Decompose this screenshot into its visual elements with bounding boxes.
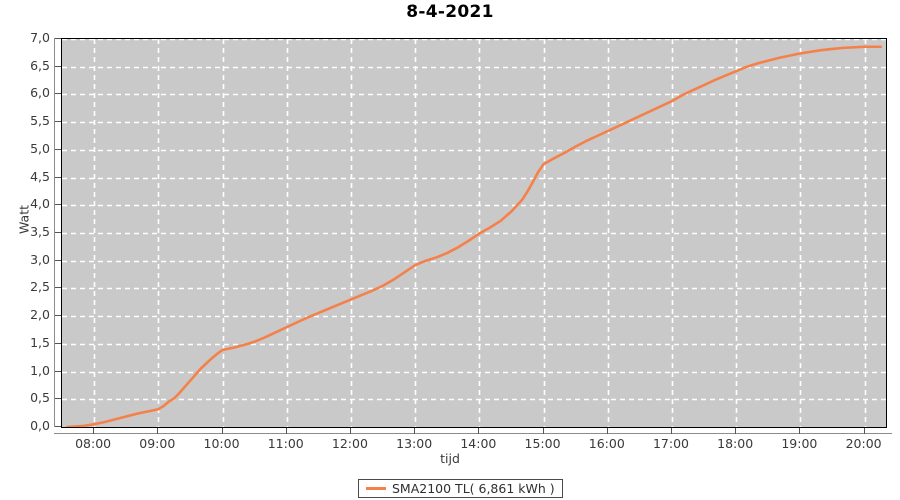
y-tick-mark: [55, 38, 61, 39]
y-tick-mark: [55, 371, 61, 372]
horizontal-gridlines: [62, 39, 886, 401]
chart-legend: SMA2100 TL( 6,861 kWh ): [358, 479, 563, 498]
x-tick-mark: [671, 428, 672, 434]
y-tick-mark: [55, 149, 61, 150]
y-tick-mark: [55, 398, 61, 399]
y-tick-label: 1,0: [30, 362, 50, 378]
x-tick-label: 12:00: [331, 436, 368, 451]
legend-color-swatch: [366, 487, 386, 490]
y-tick-mark: [55, 121, 61, 122]
x-tick-mark: [222, 428, 223, 434]
y-tick-mark: [55, 287, 61, 288]
x-tick-label: 15:00: [524, 436, 561, 451]
x-tick-mark: [864, 428, 865, 434]
x-tick-label: 09:00: [139, 436, 176, 451]
y-axis-title: Watt: [16, 204, 32, 235]
y-tick-label: 2,5: [30, 279, 50, 295]
x-tick-mark: [286, 428, 287, 434]
y-tick-mark: [55, 232, 61, 233]
y-tick-mark: [55, 343, 61, 344]
y-tick-mark: [55, 426, 61, 427]
x-tick-label: 10:00: [203, 436, 240, 451]
y-tick-mark: [55, 260, 61, 261]
x-tick-mark: [93, 428, 94, 434]
y-tick-mark: [55, 204, 61, 205]
x-tick-label: 20:00: [845, 436, 882, 451]
vertical-gridlines: [93, 39, 867, 427]
legend-entry-label: SMA2100 TL( 6,861 kWh ): [392, 481, 555, 496]
x-tick-mark: [478, 428, 479, 434]
x-tick-mark: [350, 428, 351, 434]
y-tick-label: 7,0: [30, 30, 50, 45]
y-tick-label: 0,0: [30, 418, 50, 433]
y-tick-label: 4,0: [30, 196, 50, 212]
x-tick-mark: [414, 428, 415, 434]
y-tick-label: 1,5: [30, 334, 50, 350]
x-tick-label: 19:00: [781, 436, 818, 451]
y-tick-mark: [55, 177, 61, 178]
y-tick-mark: [55, 66, 61, 67]
x-tick-mark: [799, 428, 800, 434]
plot-svg: [62, 39, 886, 427]
x-tick-mark: [543, 428, 544, 434]
x-tick-mark: [735, 428, 736, 434]
x-axis-title: tijd: [440, 451, 460, 466]
x-tick-label: 11:00: [267, 436, 304, 451]
x-tick-mark: [157, 428, 158, 434]
plot-area: [61, 38, 887, 428]
y-axis-spine: [54, 38, 55, 427]
y-tick-label: 2,0: [30, 307, 50, 323]
y-tick-mark: [55, 315, 61, 316]
y-tick-label: 3,5: [30, 224, 50, 239]
x-tick-mark: [607, 428, 608, 434]
y-tick-mark: [55, 93, 61, 94]
series-line: [66, 45, 882, 427]
data-series-group: [66, 45, 882, 427]
y-tick-label: 3,0: [30, 251, 50, 267]
y-tick-label: 6,0: [30, 85, 50, 101]
x-axis-spine: [54, 433, 892, 434]
y-tick-label: 6,5: [30, 57, 50, 73]
x-tick-label: 16:00: [588, 436, 625, 451]
y-tick-label: 5,5: [30, 113, 50, 129]
y-tick-label: 0,5: [30, 390, 50, 406]
x-tick-label: 18:00: [717, 436, 754, 451]
x-tick-label: 13:00: [396, 436, 433, 451]
x-tick-label: 14:00: [460, 436, 497, 451]
x-tick-label: 08:00: [75, 436, 112, 451]
y-tick-label: 4,5: [30, 168, 50, 184]
x-tick-label: 17:00: [652, 436, 689, 451]
y-tick-label: 5,0: [30, 140, 50, 156]
chart-title: 8-4-2021: [406, 2, 494, 22]
